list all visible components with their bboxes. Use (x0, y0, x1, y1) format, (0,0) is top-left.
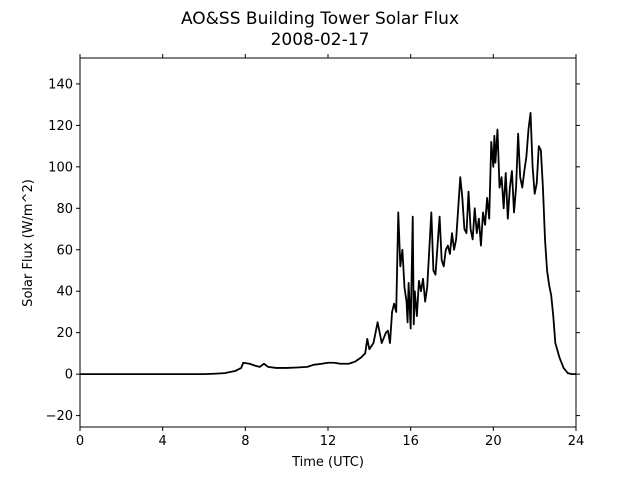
plot-frame (79, 57, 577, 428)
x-tick-label: 8 (241, 434, 249, 449)
y-tick-label: 20 (56, 326, 73, 341)
y-tick-label: 60 (56, 243, 73, 258)
x-tick-label: 4 (159, 434, 167, 449)
y-tick-label: 80 (56, 202, 73, 217)
y-tick-label: 120 (48, 119, 73, 134)
chart-subtitle: 2008-02-17 (271, 30, 370, 50)
x-tick-label: 12 (320, 434, 337, 449)
x-tick-label: 16 (402, 434, 419, 449)
y-tick-label: 40 (56, 285, 73, 300)
chart-title: AO&SS Building Tower Solar Flux (181, 9, 459, 29)
y-tick-label: −20 (46, 409, 73, 424)
x-tick-label: 20 (485, 434, 502, 449)
x-axis-label: Time (UTC) (291, 455, 364, 470)
x-tick-label: 24 (568, 434, 585, 449)
y-axis-label: Solar Flux (W/m^2) (21, 179, 36, 307)
y-tick-label: 140 (48, 77, 73, 92)
x-tick-label: 0 (76, 434, 84, 449)
y-tick-label: 100 (48, 160, 73, 175)
data-line (80, 112, 576, 376)
y-tick-label: 0 (65, 368, 73, 383)
